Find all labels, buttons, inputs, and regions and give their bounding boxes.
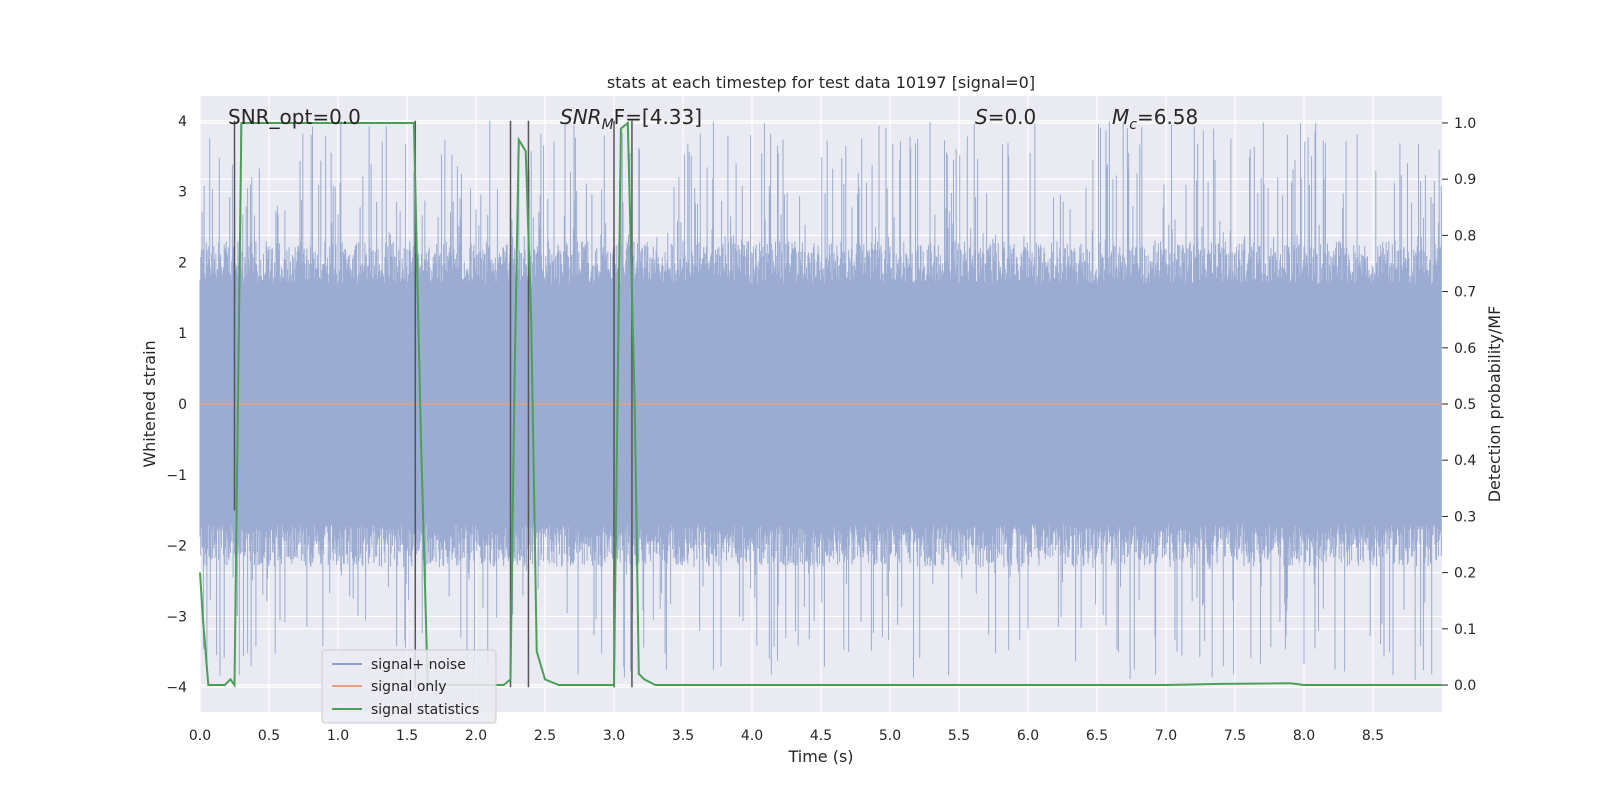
annotation-snr-mf: SNRMF=[4.33] (560, 105, 702, 133)
y2-axis-ticks: 1.0 0.9 0.8 0.7 0.6 0.5 0.4 0.3 0.2 0.1 0.0 (1442, 116, 1476, 694)
x-tick-label: 5.0 (879, 728, 901, 744)
x-tick-label: 6.0 (1017, 728, 1039, 744)
annotation-mc-base: M (1112, 105, 1129, 129)
annotation-s-base: S (975, 105, 988, 129)
annotations: SNR_opt=0.0 SNRMF=[4.33] S=0.0 Mc=6.58 (228, 105, 1198, 133)
y-tick-label: −4 (166, 680, 187, 696)
y-tick-label: −3 (166, 609, 187, 625)
legend-label-signal-statistics: signal statistics (371, 702, 479, 718)
legend-label-signal-only: signal only (371, 679, 446, 695)
x-tick-label: 4.5 (810, 728, 832, 744)
annotation-snr-opt: SNR_opt=0.0 (228, 105, 361, 129)
annotation-snr-mf-rest: F=[4.33] (614, 105, 702, 129)
x-tick-label: 6.5 (1086, 728, 1108, 744)
y2-tick-label: 0.1 (1454, 622, 1476, 638)
x-axis-label: Time (s) (787, 747, 853, 766)
annotation-snr-mf-sub: M (602, 117, 614, 133)
y2-tick-label: 1.0 (1454, 116, 1476, 132)
x-tick-label: 8.5 (1362, 728, 1384, 744)
x-tick-label: 4.0 (741, 728, 763, 744)
x-tick-label: 2.5 (534, 728, 556, 744)
x-tick-label: 0.5 (258, 728, 280, 744)
x-tick-label: 0.0 (189, 728, 211, 744)
y-tick-label: 3 (178, 185, 187, 201)
legend-label-signal-noise: signal+ noise (371, 657, 466, 673)
annotation-mc-sub: c (1129, 117, 1137, 133)
x-tick-label: 8.0 (1293, 728, 1315, 744)
y2-tick-label: 0.7 (1454, 285, 1476, 301)
y-tick-label: 0 (178, 397, 187, 413)
x-tick-label: 2.0 (465, 728, 487, 744)
x-tick-label: 7.5 (1224, 728, 1246, 744)
y-tick-label: −2 (166, 539, 187, 555)
series-signal-statistics-line (199, 120, 1442, 689)
y2-tick-label: 0.0 (1454, 678, 1476, 694)
y2-tick-label: 0.5 (1454, 397, 1476, 413)
y2-tick-label: 0.3 (1454, 509, 1476, 525)
x-tick-label: 3.0 (603, 728, 625, 744)
y2-tick-label: 0.8 (1454, 228, 1476, 244)
y2-tick-label: 0.2 (1454, 566, 1476, 582)
chart-title: stats at each timestep for test data 101… (607, 73, 1035, 92)
x-tick-label: 1.5 (396, 728, 418, 744)
annotation-s-rest: =0.0 (988, 105, 1037, 129)
y-axis-ticks: 4 3 2 1 0 −1 −2 −3 −4 (166, 114, 187, 696)
legend: signal+ noise signal only signal statist… (321, 649, 497, 724)
y2-tick-label: 0.4 (1454, 453, 1476, 469)
y2-tick-label: 0.9 (1454, 172, 1476, 188)
y-tick-label: 4 (178, 114, 187, 130)
x-axis-ticks: 0.0 0.5 1.0 1.5 2.0 2.5 3.0 3.5 4.0 4.5 5.0 5.5 6.0 6… (189, 728, 1384, 744)
y2-tick-label: 0.6 (1454, 341, 1476, 357)
signal-statistics-series (199, 120, 1442, 689)
x-tick-label: 5.5 (948, 728, 970, 744)
annotation-mc-rest: =6.58 (1137, 105, 1198, 129)
annotation-mc: Mc=6.58 (1112, 105, 1198, 133)
y-axis-label: Whitened strain (140, 340, 159, 467)
y-tick-label: 2 (178, 255, 187, 271)
x-tick-label: 3.5 (672, 728, 694, 744)
y-tick-label: 1 (178, 326, 187, 342)
annotation-s: S=0.0 (975, 105, 1036, 129)
x-tick-label: 7.0 (1155, 728, 1177, 744)
annotation-snr-mf-base: SNR (560, 105, 602, 129)
y2-axis-label: Detection probability/MF (1485, 306, 1504, 503)
legend-box (321, 649, 497, 724)
y-tick-label: −1 (166, 468, 187, 484)
x-tick-label: 1.0 (327, 728, 349, 744)
